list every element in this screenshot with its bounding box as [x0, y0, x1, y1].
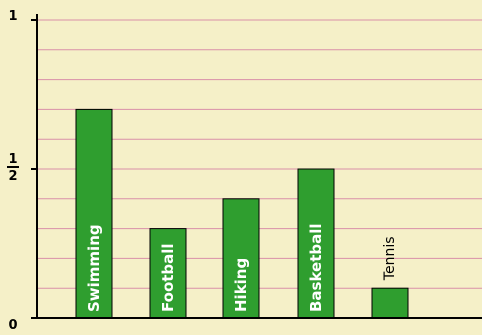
- y-tick-numerator: 1: [8, 152, 17, 167]
- bar-swimming: [75, 108, 113, 319]
- bar-label-football: Football: [159, 243, 177, 312]
- bar-basketball: [297, 168, 335, 319]
- bar-label-swimming: Swimming: [85, 224, 103, 312]
- bar-label-hiking: Hiking: [232, 258, 250, 312]
- y-tick-denominator: 2: [8, 169, 17, 184]
- y-tick-label: 0: [8, 318, 17, 331]
- bar-labels: Swimming Football Hiking Basketball Tennis: [85, 223, 398, 312]
- y-tick-label: 1: [8, 9, 17, 24]
- bar-tennis: [371, 287, 409, 319]
- bar-label-tennis: Tennis: [382, 236, 398, 281]
- bar-label-basketball: Basketball: [307, 223, 325, 312]
- axes: [36, 14, 482, 319]
- bar-football: [149, 228, 187, 319]
- y-tick-labels: 0 1 2 1: [7, 9, 37, 333]
